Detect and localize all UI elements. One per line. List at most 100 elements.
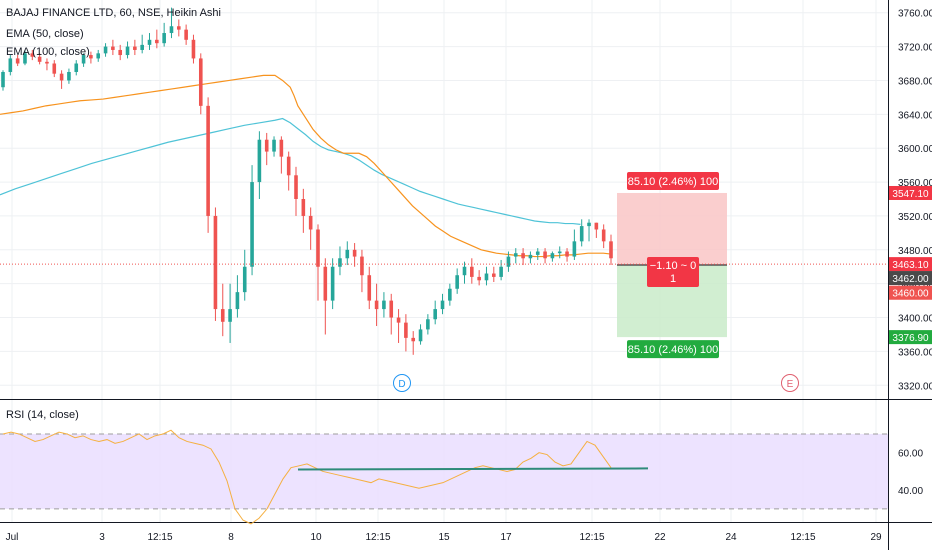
price-axis-label-bg	[889, 271, 932, 286]
time-tick-label: 17	[500, 532, 512, 543]
rsi-band	[0, 433, 888, 509]
candle-body	[528, 254, 533, 259]
price-tick-label: 3720.00	[898, 43, 932, 54]
ema100-line	[0, 117, 581, 226]
candle-body	[30, 53, 35, 57]
price-axis-label-bg	[889, 257, 932, 272]
candle-body	[565, 251, 569, 257]
candle-body	[601, 229, 606, 242]
candle-body	[491, 273, 496, 277]
position-target-label: 85.10 (2.46%) 100	[628, 176, 719, 188]
ema100-legend: EMA (100, close)	[6, 46, 90, 58]
candle-body	[470, 266, 474, 277]
time-tick-label: 12:15	[147, 532, 172, 543]
position-stop-label: 85.10 (2.46%) 100	[628, 344, 719, 356]
candle-body	[15, 58, 20, 64]
candle-body	[250, 182, 254, 267]
candle-body	[140, 44, 144, 50]
candle-body	[169, 26, 174, 34]
candle-body	[242, 266, 247, 293]
candle-body	[609, 241, 613, 259]
price-tick-label: 3320.00	[898, 381, 932, 392]
candle-body	[301, 199, 306, 216]
candle-body	[433, 309, 437, 320]
price-tick-label: 3600.00	[898, 144, 932, 155]
price-axis-label: 3376.90	[892, 333, 929, 344]
candle-body	[235, 292, 240, 310]
candle-body	[396, 317, 401, 323]
position-stop-zone	[617, 192, 727, 266]
position-center-label: −1.10 ~ 0	[650, 260, 697, 272]
price-axis-label: 3547.10	[892, 189, 929, 200]
candle-body	[147, 39, 152, 45]
time-tick-label: Jul	[6, 532, 19, 543]
rsi-legend: RSI (14, close)	[6, 409, 79, 421]
time-tick-label: 15	[438, 532, 450, 543]
candle-body	[404, 322, 408, 338]
candle-body	[52, 63, 57, 74]
rsi-tick-label: 60.00	[898, 449, 923, 460]
candle-body	[111, 46, 115, 50]
candle-body	[118, 49, 123, 56]
candle-body	[462, 266, 467, 276]
position-center-label-2: 1	[670, 273, 676, 285]
event-marker-label: E	[787, 379, 794, 390]
candle-body	[418, 329, 423, 342]
candle-body	[264, 139, 269, 152]
candle-body	[411, 337, 416, 342]
candle-body	[213, 215, 218, 310]
chart-title: BAJAJ FINANCE LTD, 60, NSE, Heikin Ashi	[6, 7, 221, 19]
price-axis-label-bg	[889, 185, 932, 200]
candle-body	[572, 241, 577, 257]
candle-body	[579, 226, 584, 242]
candle-body	[587, 222, 591, 227]
candle-body	[37, 56, 42, 62]
candle-body	[286, 156, 291, 176]
candle-body	[506, 256, 511, 267]
position-stop-label-bg	[627, 340, 719, 359]
candle-body	[257, 139, 262, 183]
candle-body	[440, 300, 445, 310]
candle-body	[177, 26, 181, 30]
candle-body	[228, 309, 232, 322]
rsi-trendline	[297, 467, 649, 471]
price-tick-label: 3680.00	[898, 76, 932, 87]
candle-body	[513, 253, 518, 257]
candle-body	[133, 46, 137, 50]
time-tick-label: 22	[654, 532, 666, 543]
price-tick-label: 3640.00	[898, 110, 932, 121]
candle-body	[367, 275, 372, 301]
candle-body	[499, 266, 503, 277]
price-axis-label: 3463.10	[892, 260, 929, 271]
price-tick-label: 3400.00	[898, 314, 932, 325]
candle-body	[382, 300, 386, 310]
candle-body	[191, 39, 196, 59]
candle-body	[125, 46, 130, 56]
candle-body	[89, 55, 93, 59]
candle-body	[206, 105, 210, 216]
price-tick-label: 3520.00	[898, 212, 932, 223]
candle-body	[535, 251, 540, 255]
candle-body	[389, 300, 394, 318]
price-tick-label: 3480.00	[898, 246, 932, 257]
candle-body	[272, 139, 276, 152]
candle-body	[543, 251, 547, 259]
event-marker-label: D	[398, 379, 405, 390]
price-tick-label: 3360.00	[898, 347, 932, 358]
candle-body	[455, 275, 459, 289]
time-tick-label: 29	[870, 532, 882, 543]
ema50-legend: EMA (50, close)	[6, 28, 84, 40]
candle-body	[279, 139, 284, 157]
candle-body	[1, 71, 5, 88]
position-target-label-bg	[627, 171, 719, 190]
candle-body	[594, 222, 599, 230]
ema50-line	[0, 74, 612, 258]
candle-body	[198, 58, 203, 106]
candle-body	[352, 249, 357, 257]
price-tick-label: 3760.00	[898, 9, 932, 20]
candle-body	[484, 273, 489, 281]
candle-body	[74, 63, 79, 72]
candle-body	[184, 29, 188, 40]
time-tick-label: 24	[725, 532, 737, 543]
